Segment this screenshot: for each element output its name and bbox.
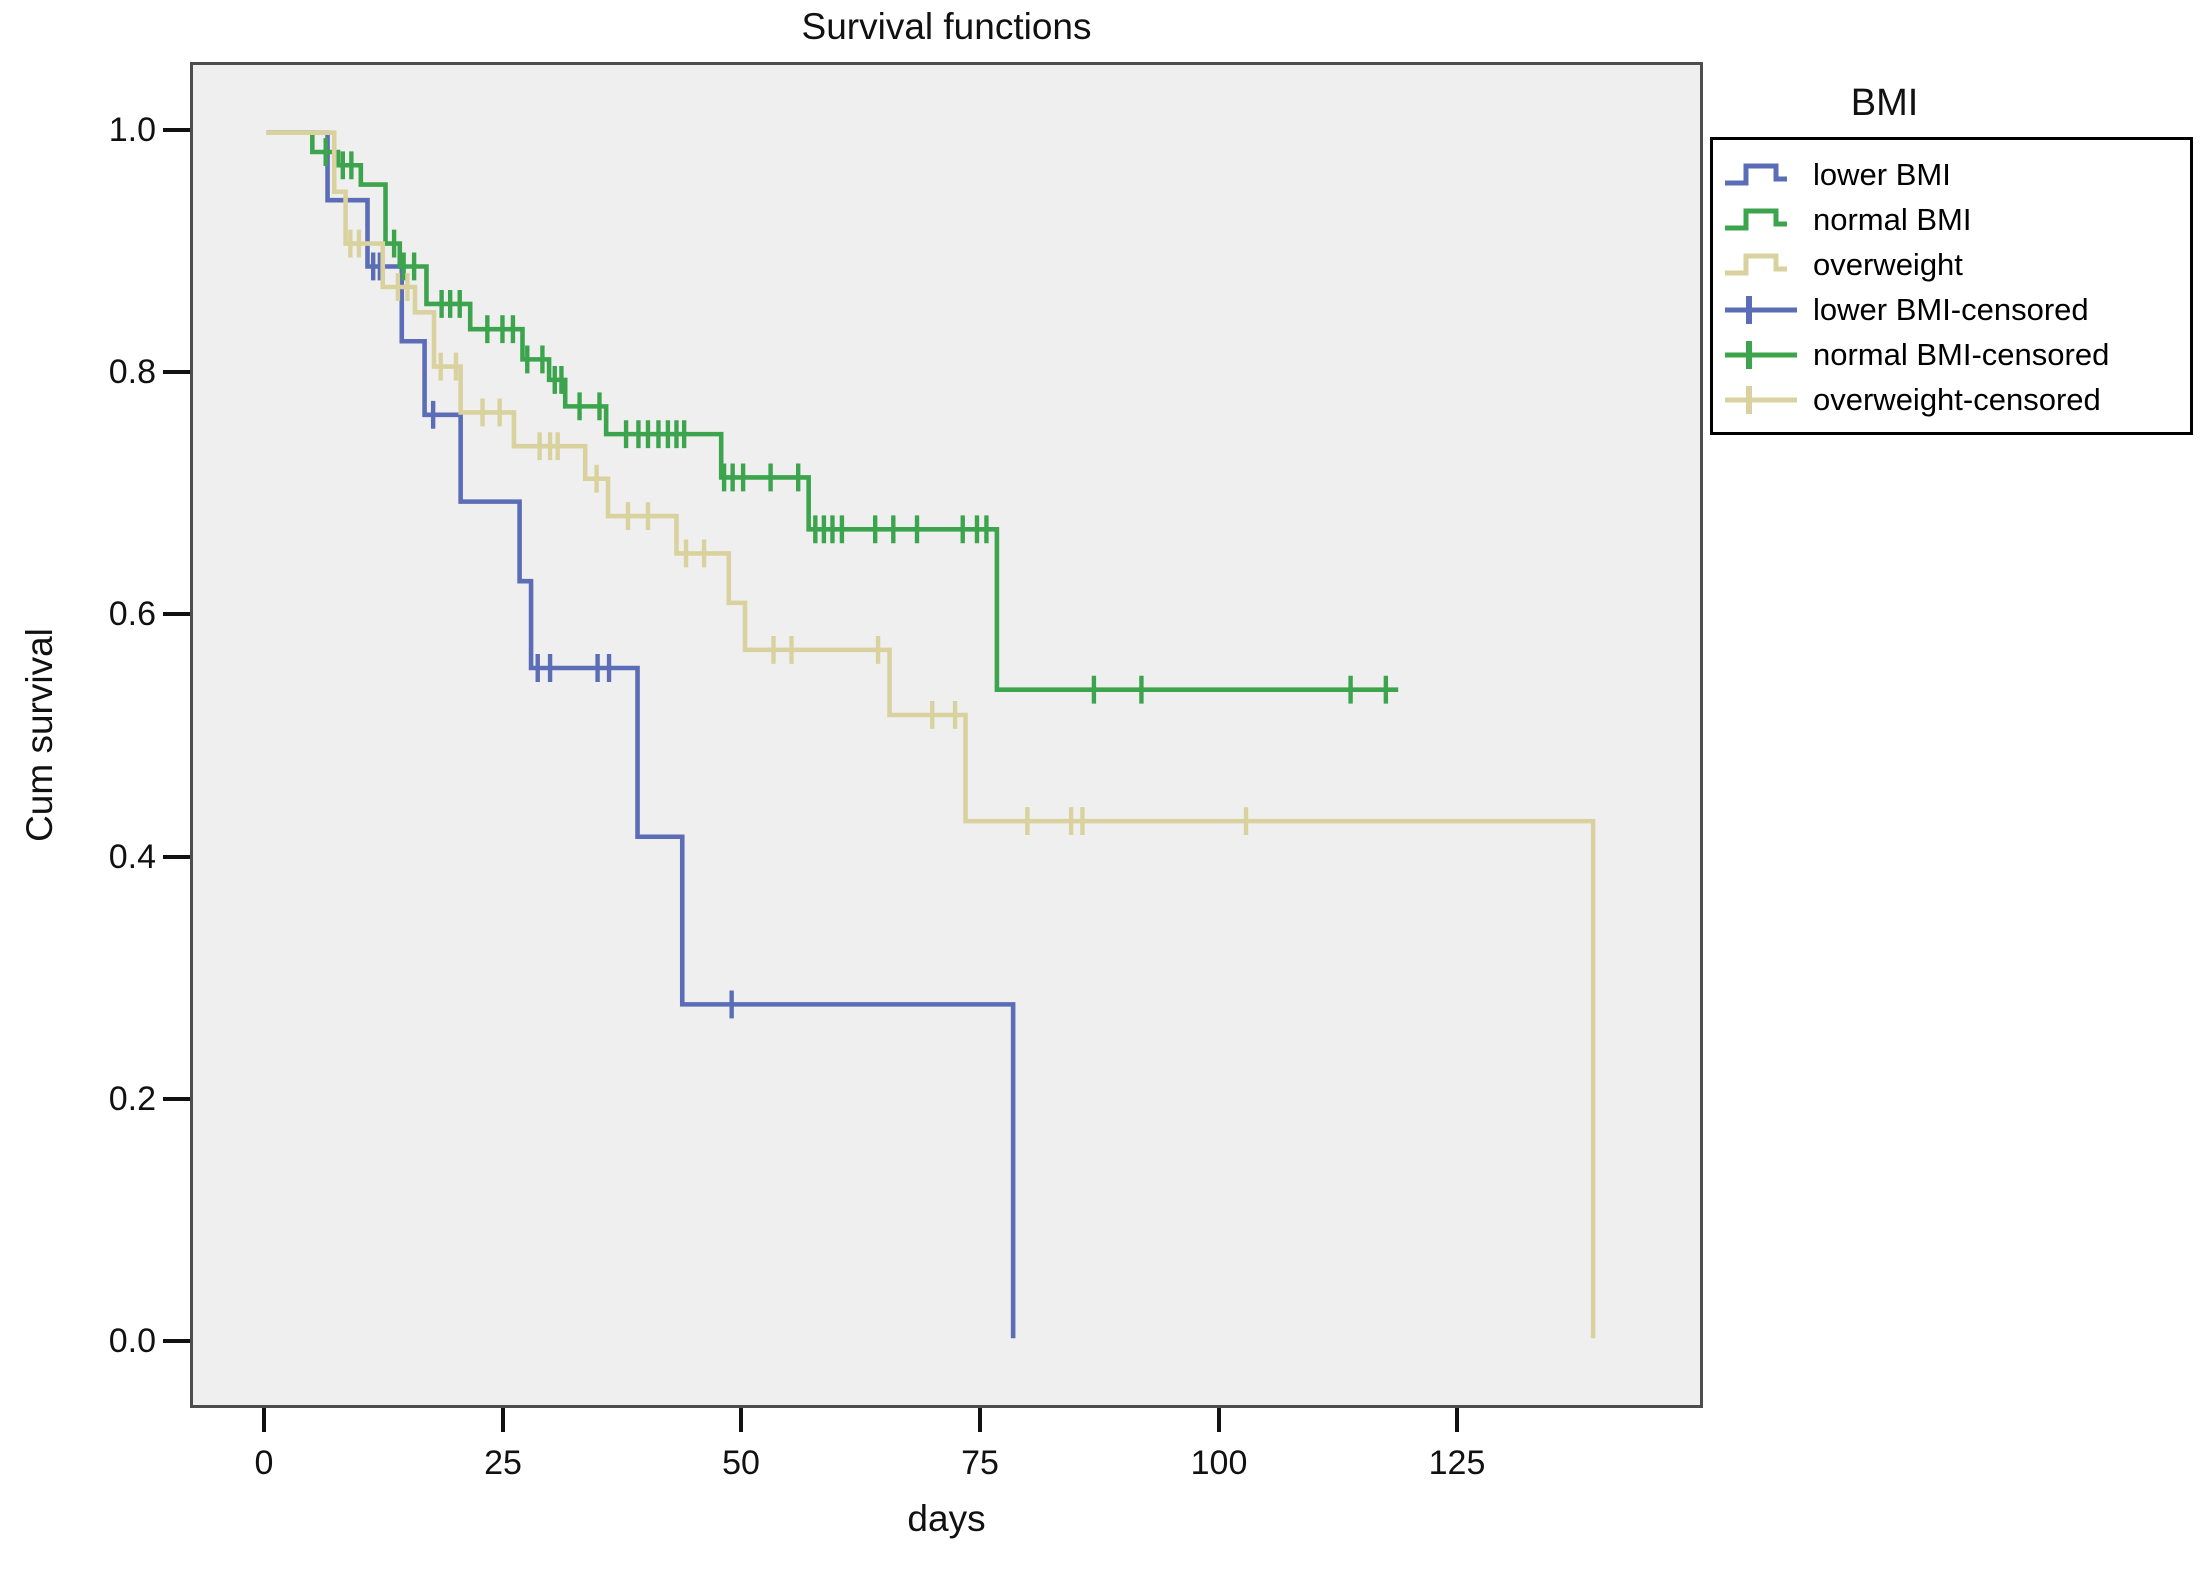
y-tick-mark <box>163 1339 190 1343</box>
censored-marks <box>370 252 734 1019</box>
legend-item-label: normal BMI-censored <box>1813 337 2110 372</box>
x-tick-mark <box>1455 1408 1459 1432</box>
step-line-icon <box>1725 208 1787 231</box>
y-tick-mark <box>163 370 190 374</box>
y-tick-label: 0.6 <box>108 595 156 633</box>
x-tick-mark <box>1217 1408 1221 1432</box>
legend-item-lower-bmi-censored: lower BMI-censored <box>1721 290 2191 330</box>
chart-title: Survival functions <box>801 6 1092 47</box>
y-tick-label: 0.0 <box>108 1322 156 1360</box>
y-tick-label: 0.2 <box>108 1080 156 1118</box>
survival-curve <box>266 130 1399 692</box>
x-tick-mark <box>978 1408 982 1432</box>
x-tick-label: 125 <box>1428 1444 1486 1482</box>
survival-curves-svg <box>266 130 1596 1339</box>
x-tick-label: 50 <box>722 1444 760 1482</box>
y-tick-mark <box>163 128 190 132</box>
x-tick-label: 75 <box>961 1444 999 1482</box>
censored-marks <box>323 138 1389 704</box>
x-tick-mark <box>262 1408 266 1432</box>
survival-curve <box>266 130 1596 1339</box>
legend-item-normal-bmi-censored: normal BMI-censored <box>1721 335 2191 375</box>
censored-marks <box>348 229 1249 836</box>
x-tick-mark <box>501 1408 505 1432</box>
step-line-icon <box>1725 253 1787 276</box>
legend-item-label: lower BMI <box>1813 157 1951 192</box>
legend-item-overweight-censored: overweight-censored <box>1721 380 2191 420</box>
legend-item-label: lower BMI-censored <box>1813 292 2089 327</box>
censored-plus-icon <box>1725 341 1797 369</box>
legend-box: lower BMI normal BMI overweight lower BM… <box>1710 137 2193 435</box>
y-tick-label: 0.4 <box>108 838 156 876</box>
y-tick-mark <box>163 1097 190 1101</box>
x-tick-mark <box>739 1408 743 1432</box>
x-axis-title: days <box>907 1498 986 1539</box>
y-tick-mark <box>163 612 190 616</box>
legend-item-label: normal BMI <box>1813 202 1972 237</box>
legend-item-overweight: overweight <box>1721 245 2191 285</box>
legend-item-label: overweight <box>1813 247 1963 282</box>
y-tick-mark <box>163 855 190 859</box>
legend-title: BMI <box>1850 82 1919 124</box>
y-tick-label: 0.8 <box>108 353 156 391</box>
plot-area <box>190 62 1703 1408</box>
x-tick-label: 0 <box>254 1444 274 1482</box>
y-tick-label: 1.0 <box>108 111 156 149</box>
step-line-icon <box>1725 163 1787 186</box>
survival-curve <box>266 130 1016 1339</box>
x-tick-label: 100 <box>1190 1444 1248 1482</box>
x-tick-label: 25 <box>484 1444 522 1482</box>
censored-plus-icon <box>1725 296 1797 324</box>
censored-plus-icon <box>1725 386 1797 414</box>
legend-item-label: overweight-censored <box>1813 382 2101 417</box>
legend-item-normal-bmi: normal BMI <box>1721 200 2191 240</box>
legend-item-lower-bmi: lower BMI <box>1721 155 2191 195</box>
